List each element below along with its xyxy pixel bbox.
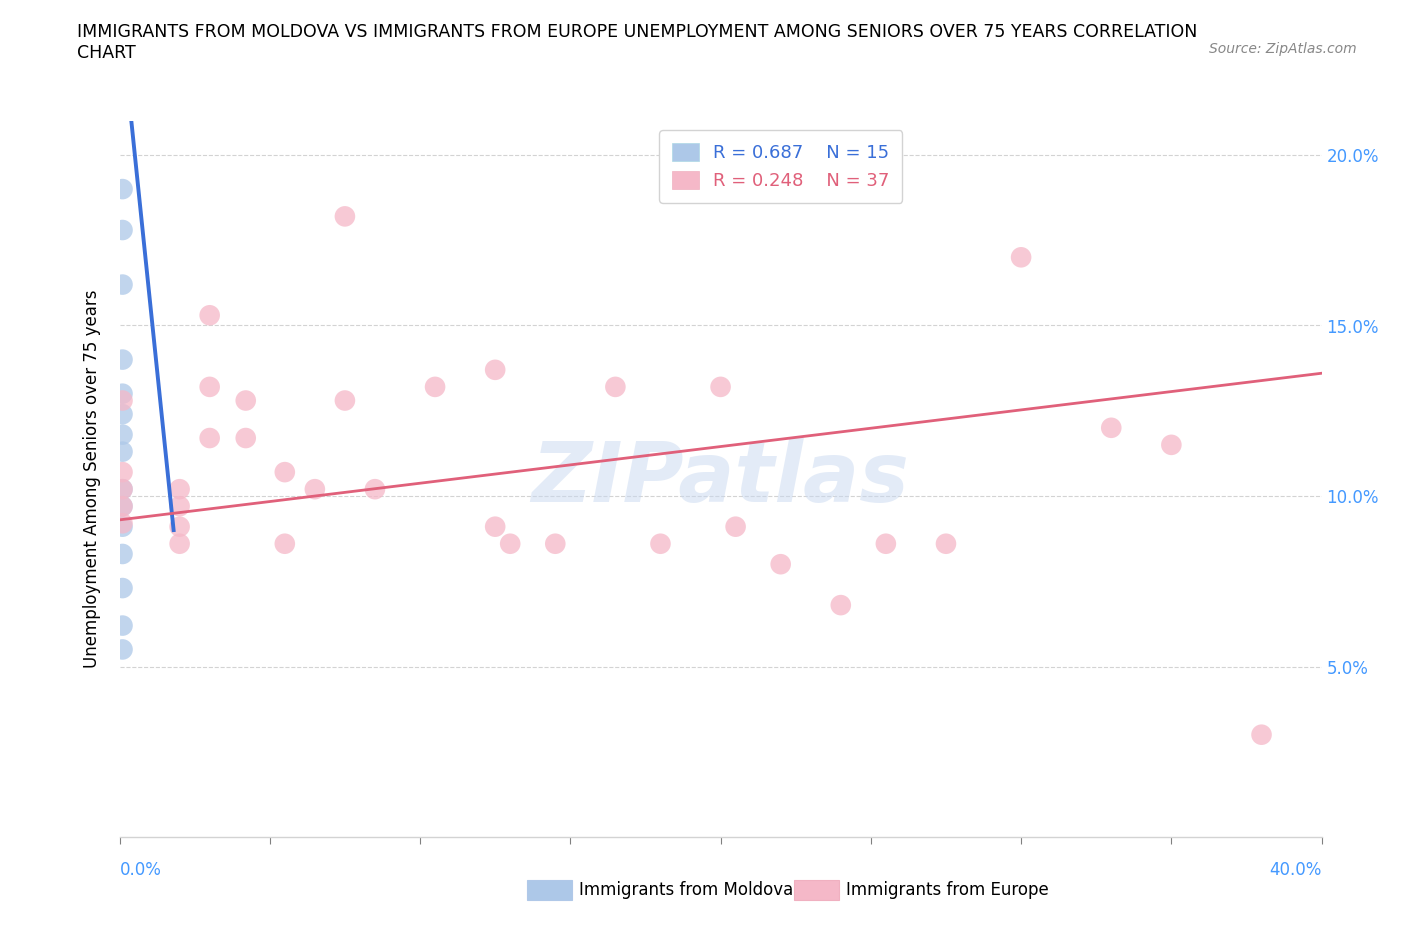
Point <box>111 498 134 513</box>
Point <box>169 519 191 534</box>
Point <box>830 598 852 613</box>
Point <box>169 498 191 513</box>
Point <box>274 465 297 480</box>
Point <box>111 406 134 421</box>
Point <box>111 618 134 633</box>
Point <box>111 277 134 292</box>
Legend: R = 0.687    N = 15, R = 0.248    N = 37: R = 0.687 N = 15, R = 0.248 N = 37 <box>659 130 903 203</box>
Text: IMMIGRANTS FROM MOLDOVA VS IMMIGRANTS FROM EUROPE UNEMPLOYMENT AMONG SENIORS OVE: IMMIGRANTS FROM MOLDOVA VS IMMIGRANTS FR… <box>77 23 1198 41</box>
Point <box>333 393 356 408</box>
Point <box>111 427 134 442</box>
Point <box>304 482 326 497</box>
Point <box>111 393 134 408</box>
Point <box>111 519 134 534</box>
Point <box>111 386 134 401</box>
Point <box>169 537 191 551</box>
Point <box>111 181 134 196</box>
Point <box>111 465 134 480</box>
Y-axis label: Unemployment Among Seniors over 75 years: Unemployment Among Seniors over 75 years <box>83 290 101 668</box>
Point <box>111 445 134 459</box>
Text: ZIPatlas: ZIPatlas <box>531 438 910 520</box>
Point <box>484 519 506 534</box>
Point <box>1250 727 1272 742</box>
Text: Immigrants from Moldova: Immigrants from Moldova <box>579 881 793 899</box>
Point <box>769 557 792 572</box>
Point <box>198 308 221 323</box>
Point <box>1010 250 1032 265</box>
Point <box>423 379 446 394</box>
Point <box>111 498 134 513</box>
Point <box>605 379 627 394</box>
Text: Immigrants from Europe: Immigrants from Europe <box>846 881 1049 899</box>
Point <box>935 537 957 551</box>
Point <box>484 363 506 378</box>
Point <box>709 379 731 394</box>
Point <box>111 516 134 531</box>
Point <box>364 482 387 497</box>
Point <box>1160 437 1182 452</box>
Point <box>499 537 522 551</box>
Text: CHART: CHART <box>77 44 136 61</box>
Point <box>169 482 191 497</box>
Point <box>111 482 134 497</box>
Point <box>235 393 257 408</box>
Point <box>111 580 134 595</box>
Point <box>274 537 297 551</box>
Point <box>198 379 221 394</box>
Point <box>1099 420 1122 435</box>
Point <box>111 547 134 562</box>
Point <box>333 209 356 224</box>
Point <box>111 352 134 367</box>
Point <box>235 431 257 445</box>
Point <box>111 642 134 657</box>
Text: 0.0%: 0.0% <box>120 860 162 879</box>
Text: Source: ZipAtlas.com: Source: ZipAtlas.com <box>1209 42 1357 56</box>
Point <box>875 537 897 551</box>
Text: 40.0%: 40.0% <box>1270 860 1322 879</box>
Point <box>544 537 567 551</box>
Point <box>111 482 134 497</box>
Point <box>198 431 221 445</box>
Point <box>650 537 672 551</box>
Point <box>111 222 134 237</box>
Point <box>724 519 747 534</box>
